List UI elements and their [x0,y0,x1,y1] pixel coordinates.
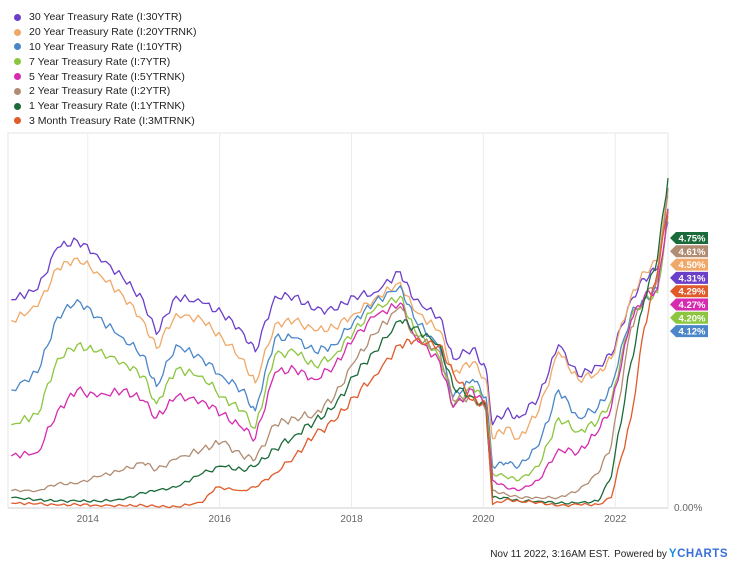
end-label-text: 4.27% [679,300,706,311]
end-label-text: 4.29% [679,287,706,298]
grid-lines [7,132,669,509]
series-line [11,178,669,505]
legend-item[interactable]: 3 Month Treasury Rate (I:3MTRNK) [14,114,197,129]
series-line [11,195,669,440]
end-label: 4.75% [670,232,708,245]
series-lines [10,178,669,509]
x-tick-label: 2022 [604,514,627,525]
legend-item[interactable]: 30 Year Treasury Rate (I:30YTR) [14,10,197,25]
end-label-text: 4.61% [679,247,706,258]
x-tick-label: 2016 [209,514,232,525]
end-label-text: 4.12% [679,327,706,338]
x-tick-label: 2020 [472,514,495,525]
end-label-tag [670,258,708,271]
end-label: 4.61% [670,245,708,258]
end-label-tag [670,271,708,284]
footer-timestamp: Nov 11 2022, 3:16AM EST. [490,548,611,560]
legend-label: 3 Month Treasury Rate (I:3MTRNK) [29,114,195,127]
legend-item[interactable]: 10 Year Treasury Rate (I:10YTR) [14,40,197,55]
end-label-tag [670,298,708,311]
end-label-tag [670,325,708,338]
end-label-text: 4.50% [679,260,706,271]
plot-frame [7,132,669,509]
end-label-text: 4.75% [679,234,706,245]
legend-item[interactable]: 2 Year Treasury Rate (I:2YTR) [14,84,197,99]
series-line [11,209,669,509]
legend-label: 2 Year Treasury Rate (I:2YTR) [29,85,171,98]
series-line [11,187,669,500]
footer-powered-by: Powered by [614,548,667,560]
legend-dot-icon [14,73,21,81]
end-label: 4.29% [670,285,708,298]
legend-label: 1 Year Treasury Rate (I:1YTRNK) [29,100,185,113]
legend-label: 10 Year Treasury Rate (I:10YTR) [29,40,182,53]
legend-dot-icon [14,28,21,36]
legend-dot-icon [14,13,21,21]
end-label: 4.50% [670,258,708,271]
end-label: 4.12% [670,325,708,338]
x-axis-ticks: 2014 2016 2018 2020 2022 0.00% [77,503,703,525]
legend-dot-icon [14,102,21,110]
series-line [11,221,669,469]
end-label-text: 4.31% [679,273,706,284]
series-line [11,208,669,426]
end-label-text: 4.20% [679,313,706,324]
legend-item[interactable]: 7 Year Treasury Rate (I:7YTR) [14,54,197,69]
footer: Nov 11 2022, 3:16AM EST. Powered by YCHA… [490,548,728,560]
end-label-tag [670,245,708,258]
end-label: 4.27% [670,298,708,311]
ycharts-logo[interactable]: YCHARTS [668,548,728,560]
legend-item[interactable]: 5 Year Treasury Rate (I:5YTRNK) [14,69,197,84]
legend-item[interactable]: 20 Year Treasury Rate (I:20YTRNK) [14,25,197,40]
legend-item[interactable]: 1 Year Treasury Rate (I:1YTRNK) [14,99,197,114]
end-label: 4.31% [670,271,708,284]
end-label-tag [670,311,708,324]
legend-label: 7 Year Treasury Rate (I:7YTR) [29,55,171,68]
legend-dot-icon [14,117,21,125]
x-tick-label: 2014 [77,514,100,525]
end-label-tag [670,285,708,298]
legend-dot-icon [14,58,21,66]
chart-legend: 30 Year Treasury Rate (I:30YTR) 20 Year T… [14,10,197,128]
end-label: 4.20% [670,311,708,324]
end-label-tag [670,232,708,244]
series-line [11,216,669,482]
end-labels: 4.75% 4.61% 4.50% 4.31% 4.29% 4.27% 4.20% 4.12% [670,232,708,338]
legend-dot-icon [14,87,21,95]
series-line [10,211,669,492]
legend-label: 30 Year Treasury Rate (I:30YTR) [29,11,182,24]
legend-label: 20 Year Treasury Rate (I:20YTRNK) [29,26,197,39]
y-tick-label: 0.00% [674,503,702,514]
x-tick-label: 2018 [340,514,363,525]
legend-label: 5 Year Treasury Rate (I:5YTRNK) [29,70,185,83]
legend-dot-icon [14,43,21,51]
